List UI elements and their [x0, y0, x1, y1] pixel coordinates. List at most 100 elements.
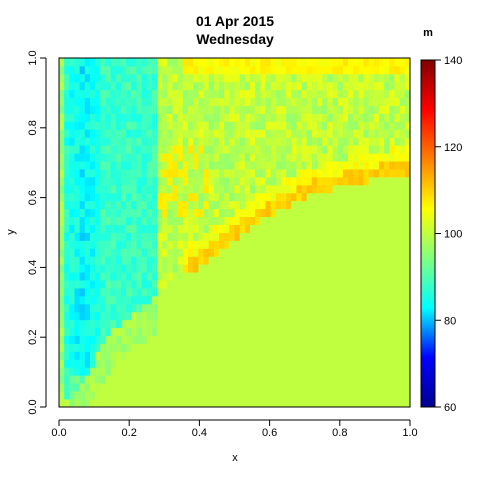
heatmap-cell: [342, 280, 349, 289]
heatmap-cell: [115, 280, 122, 289]
heatmap-cell: [115, 359, 122, 368]
heatmap-cell: [342, 97, 349, 106]
heatmap-cell: [146, 169, 153, 178]
heatmap-cell: [59, 105, 65, 114]
heatmap-cell: [126, 89, 132, 99]
heatmap-cell: [348, 248, 354, 257]
heatmap-cell: [89, 208, 96, 218]
heatmap-cell: [177, 264, 184, 273]
heatmap-cell: [404, 208, 411, 218]
heatmap-cell: [327, 73, 333, 83]
heatmap-cell: [167, 240, 173, 249]
heatmap-cell: [64, 192, 70, 202]
heatmap-cell: [120, 295, 127, 305]
heatmap-cell: [234, 280, 241, 289]
heatmap-cell: [368, 121, 375, 130]
heatmap-cell: [64, 335, 70, 344]
heatmap-cell: [363, 295, 370, 305]
heatmap-cell: [327, 200, 333, 210]
heatmap-cell: [84, 359, 91, 368]
heatmap-cell: [239, 359, 246, 368]
heatmap-cell: [151, 121, 158, 130]
heatmap-cell: [115, 335, 122, 344]
heatmap-cell: [224, 169, 230, 178]
heatmap-cell: [317, 383, 323, 392]
heatmap-cell: [342, 248, 349, 257]
heatmap-cell: [270, 343, 277, 352]
heatmap-cell: [172, 153, 179, 162]
heatmap-cell: [337, 351, 344, 360]
heatmap-cell: [151, 391, 158, 400]
heatmap-cell: [317, 161, 323, 170]
heatmap-cell: [286, 280, 292, 289]
heatmap-cell: [332, 327, 339, 337]
heatmap-cell: [84, 288, 91, 297]
heatmap-cell: [322, 335, 328, 344]
heatmap-cell: [280, 335, 287, 344]
heatmap-cell: [244, 97, 251, 106]
heatmap-cell: [373, 73, 380, 83]
heatmap-cell: [193, 272, 199, 281]
heatmap-cell: [348, 295, 354, 305]
heatmap-cell: [239, 58, 246, 67]
heatmap-cell: [373, 121, 380, 130]
heatmap-cell: [239, 137, 246, 146]
heatmap-cell: [120, 161, 127, 170]
heatmap-cell: [188, 216, 194, 225]
heatmap-cell: [84, 280, 91, 289]
heatmap-cell: [301, 105, 308, 114]
heatmap-cell: [368, 311, 375, 321]
heatmap-cell: [296, 97, 302, 106]
heatmap-cell: [394, 391, 401, 400]
heatmap-cell: [162, 264, 168, 273]
heatmap-cell: [167, 224, 173, 233]
heatmap-cell: [224, 129, 230, 138]
heatmap-cell: [141, 335, 148, 344]
heatmap-cell: [291, 391, 297, 400]
heatmap-cell: [74, 319, 81, 329]
heatmap-cell: [342, 327, 349, 337]
heatmap-cell: [249, 240, 256, 249]
y-tick-label: 1.0: [27, 50, 39, 65]
heatmap-cell: [286, 335, 292, 344]
heatmap-cell: [162, 153, 168, 162]
heatmap-cell: [322, 303, 328, 313]
heatmap-cell: [84, 113, 91, 122]
heatmap-cell: [337, 73, 344, 83]
heatmap-cell: [193, 208, 199, 218]
heatmap-cell: [363, 327, 370, 337]
heatmap-cell: [182, 295, 189, 305]
heatmap-cell: [394, 129, 401, 138]
heatmap-cell: [229, 129, 235, 138]
heatmap-cell: [100, 208, 106, 218]
heatmap-cell: [389, 208, 395, 218]
heatmap-cell: [373, 288, 380, 297]
heatmap-cell: [69, 232, 75, 241]
heatmap-cell: [64, 81, 70, 91]
heatmap-cell: [327, 208, 333, 218]
heatmap-cell: [265, 399, 272, 408]
heatmap-cell: [280, 240, 287, 249]
heatmap-cell: [327, 272, 333, 281]
heatmap-cell: [198, 216, 204, 225]
heatmap-cell: [291, 169, 297, 178]
heatmap-cell: [249, 73, 256, 83]
heatmap-cell: [229, 224, 235, 233]
heatmap-cell: [275, 105, 282, 114]
heatmap-cell: [389, 176, 395, 186]
heatmap-cell: [353, 81, 359, 91]
heatmap-cell: [151, 248, 158, 257]
heatmap-cell: [353, 399, 359, 408]
heatmap-cell: [353, 359, 359, 368]
heatmap-cell: [353, 367, 359, 376]
heatmap-cell: [141, 58, 148, 67]
heatmap-cell: [59, 184, 65, 194]
heatmap-cell: [311, 327, 318, 337]
heatmap-cell: [332, 129, 339, 138]
heatmap-cell: [373, 58, 380, 67]
heatmap-cell: [301, 343, 308, 352]
heatmap-cell: [64, 153, 70, 162]
heatmap-cell: [110, 73, 117, 83]
heatmap-cell: [203, 129, 210, 138]
heatmap-cell: [322, 97, 328, 106]
